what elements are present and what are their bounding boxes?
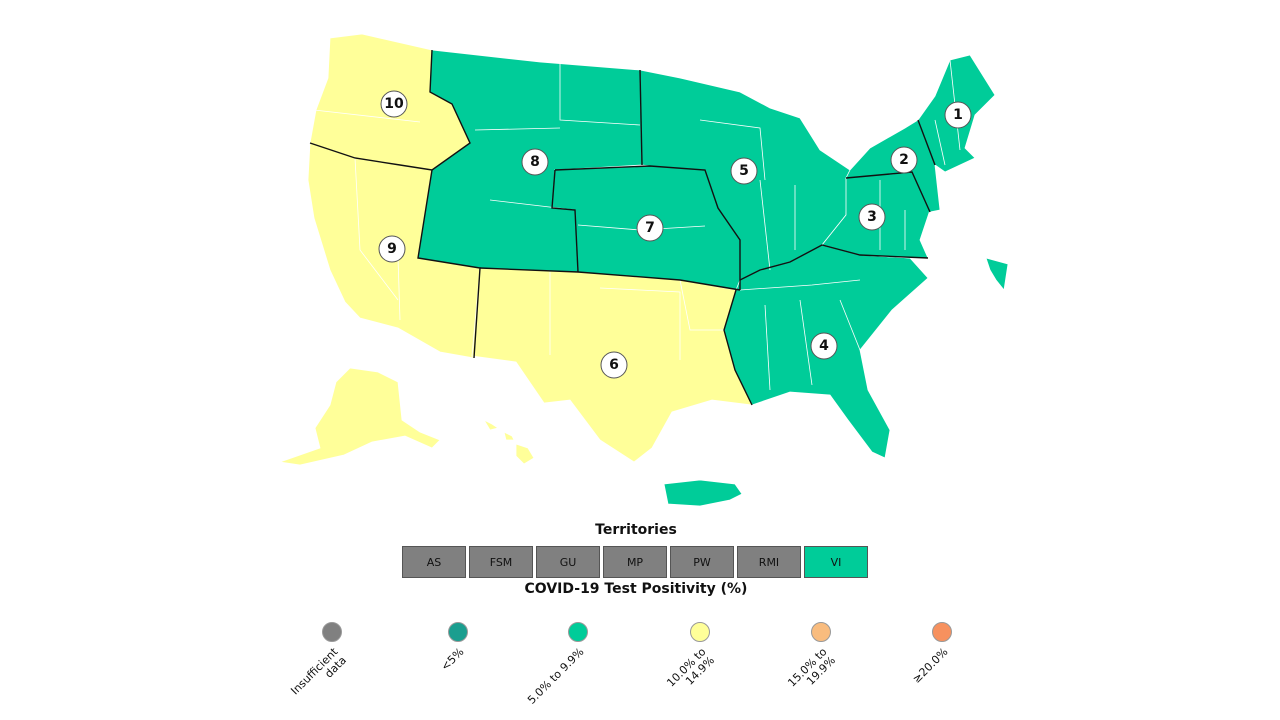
region-5-label: 5	[739, 163, 749, 179]
legend-swatch	[811, 622, 831, 642]
legend-swatch	[448, 622, 468, 642]
region-10-marker[interactable]: 10	[380, 90, 408, 118]
territory-button-fsm[interactable]: FSM	[469, 546, 533, 578]
region-6-label: 6	[609, 357, 619, 373]
region-3-marker[interactable]: 3	[858, 203, 886, 231]
territory-button-gu[interactable]: GU	[536, 546, 600, 578]
region-6-marker[interactable]: 6	[600, 351, 628, 379]
territory-buttons: AS FSM GU MP PW RMI VI	[402, 546, 868, 578]
region-5-marker[interactable]: 5	[730, 157, 758, 185]
legend-label: ≥20.0%	[910, 645, 951, 686]
region-4-label: 4	[819, 338, 829, 354]
legend-swatch	[932, 622, 952, 642]
territory-button-as[interactable]: AS	[402, 546, 466, 578]
region-2-marker[interactable]: 2	[890, 146, 918, 174]
territory-button-mp[interactable]: MP	[603, 546, 667, 578]
hawaii-area[interactable]	[482, 419, 535, 465]
territories-title: Territories	[595, 522, 677, 538]
region-1-label: 1	[953, 107, 963, 123]
territory-button-rmi[interactable]: RMI	[737, 546, 801, 578]
legend-title: COVID-19 Test Positivity (%)	[524, 581, 748, 597]
region-3-label: 3	[867, 209, 877, 225]
legend-label: <5%	[438, 645, 467, 674]
region-10-label: 10	[384, 96, 404, 112]
virgin-islands-area[interactable]	[985, 257, 1009, 291]
region-8-marker[interactable]: 8	[521, 148, 549, 176]
legend-item-5-to-9[interactable]: 5.0% to 9.9%	[525, 622, 588, 707]
legend-item-gte20[interactable]: ≥20.0%	[910, 622, 952, 686]
state-borders	[313, 59, 961, 391]
legend-label: 15.0% to 19.9%	[785, 645, 838, 690]
territory-button-vi[interactable]: VI	[804, 546, 868, 578]
alaska-area[interactable]	[279, 367, 441, 466]
region-7-label: 7	[645, 220, 655, 236]
legend-swatch	[690, 622, 710, 642]
legend-swatch	[322, 622, 342, 642]
region-4-marker[interactable]: 4	[810, 332, 838, 360]
region-boundaries	[309, 49, 936, 406]
region-9-label: 9	[387, 241, 397, 257]
region-1-marker[interactable]: 1	[944, 101, 972, 129]
region-7-marker[interactable]: 7	[636, 214, 664, 242]
legend-swatch	[568, 622, 588, 642]
legend-item-15-to-19[interactable]: 15.0% to 19.9%	[785, 622, 838, 689]
legend-item-insufficient[interactable]: Insufficient data	[288, 622, 349, 697]
legend-label: Insufficient data	[288, 645, 349, 698]
legend-item-10-to-14[interactable]: 10.0% to 14.9%	[664, 622, 717, 689]
puerto-rico-area[interactable]	[663, 479, 743, 507]
us-region-map: 1 2 3 4 5 6 7 8	[279, 33, 1009, 507]
region-2-label: 2	[899, 152, 909, 168]
territory-button-pw[interactable]: PW	[670, 546, 734, 578]
region-8-label: 8	[530, 154, 540, 170]
legend-label: 10.0% to 14.9%	[664, 645, 717, 690]
legend-item-lt5[interactable]: <5%	[438, 622, 468, 673]
legend-label: 5.0% to 9.9%	[525, 645, 587, 707]
region-9-marker[interactable]: 9	[378, 235, 406, 263]
